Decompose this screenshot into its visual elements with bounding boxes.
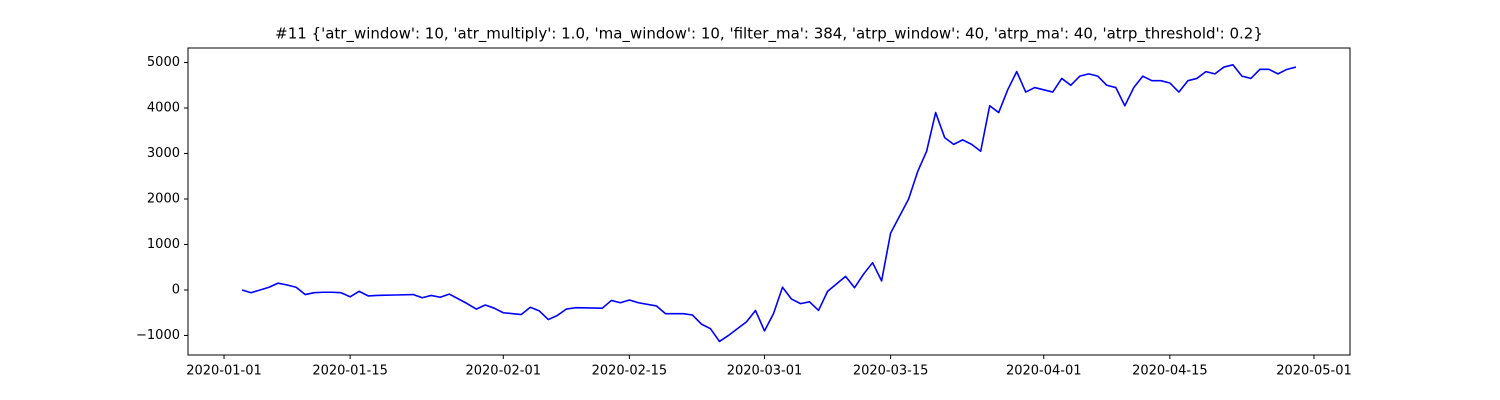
y-tick-label: 4000: [147, 101, 180, 116]
y-tick-label: 1000: [147, 237, 180, 252]
y-tick-label: 2000: [147, 191, 180, 206]
y-tick-label: 3000: [147, 146, 180, 161]
x-tick-label: 2020-05-01: [1276, 364, 1352, 379]
x-tick-label: 2020-02-15: [592, 364, 668, 379]
y-tick-label: 0: [172, 282, 180, 297]
y-tick-label: 5000: [147, 55, 180, 70]
x-tick-label: 2020-02-01: [465, 364, 541, 379]
x-tick-label: 2020-04-15: [1132, 364, 1208, 379]
x-tick-label: 2020-01-01: [186, 364, 262, 379]
plot-frame: [187, 47, 1351, 356]
y-tick-label: −1000: [136, 328, 180, 343]
x-tick-label: 2020-04-01: [1006, 364, 1082, 379]
line: [241, 63, 1297, 343]
x-tick-label: 2020-03-15: [853, 364, 929, 379]
chart-title: #11 {'atr_window': 10, 'atr_multiply': 1…: [275, 25, 1263, 44]
x-tick-label: 2020-03-01: [727, 364, 803, 379]
x-tick-label: 2020-01-15: [312, 364, 388, 379]
